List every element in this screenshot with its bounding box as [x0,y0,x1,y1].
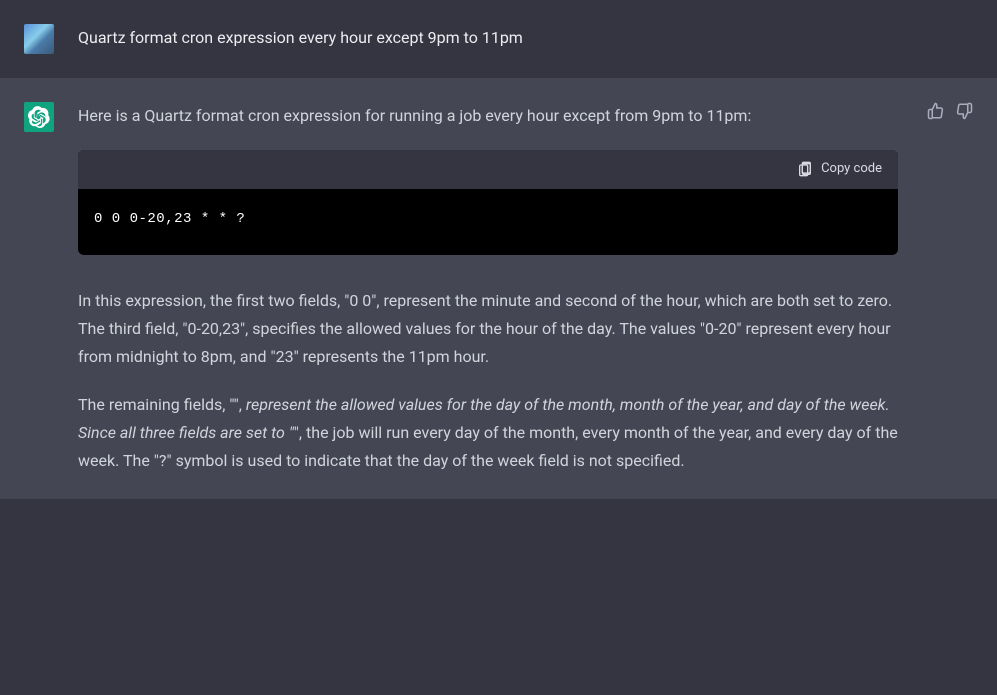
user-avatar [24,24,54,54]
user-message-text: Quartz format cron expression every hour… [78,24,898,54]
thumbs-up-icon [927,102,945,120]
thumbs-up-button[interactable] [927,102,945,120]
code-block: Copy code 0 0 0-20,23 * * ? [78,150,898,255]
para3-part1: The remaining fields, "", [78,395,246,414]
code-content: 0 0 0-20,23 * * ? [78,189,898,256]
assistant-message-row: Here is a Quartz format cron expression … [0,78,997,499]
openai-logo-icon [28,106,50,128]
thumbs-down-icon [955,102,973,120]
user-message-row: Quartz format cron expression every hour… [0,0,997,78]
clipboard-icon [797,161,813,177]
assistant-avatar [24,102,54,132]
copy-code-label: Copy code [821,158,882,181]
assistant-message-content: Here is a Quartz format cron expression … [78,102,898,475]
assistant-intro-text: Here is a Quartz format cron expression … [78,102,898,130]
assistant-explanation-2: The remaining fields, "", represent the … [78,391,898,475]
message-actions [927,102,973,120]
assistant-explanation-1: In this expression, the first two fields… [78,287,898,371]
thumbs-down-button[interactable] [955,102,973,120]
copy-code-button[interactable]: Copy code [797,158,882,181]
code-block-header: Copy code [78,150,898,189]
